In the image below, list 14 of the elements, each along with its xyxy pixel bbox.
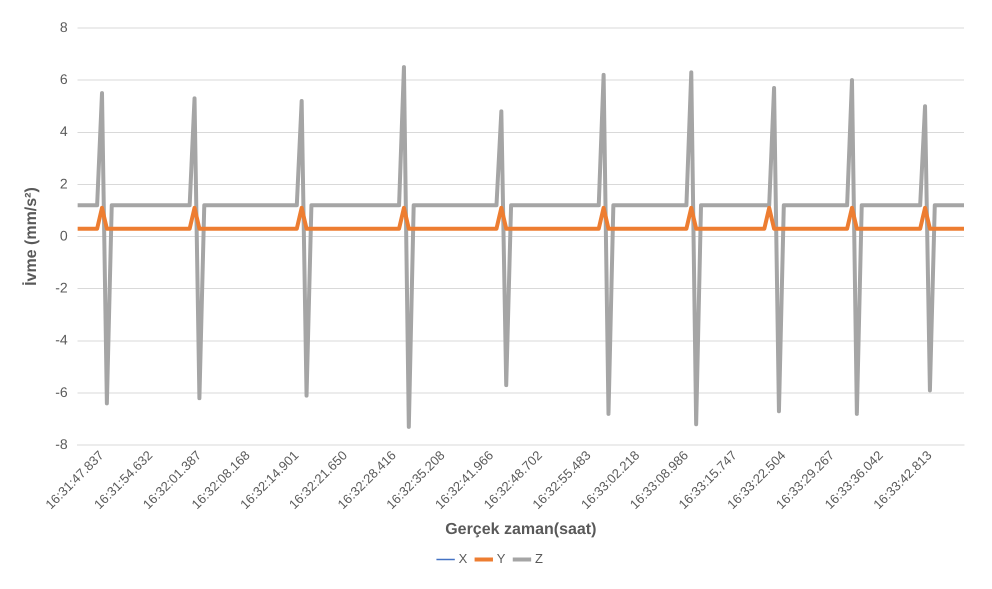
y-tick-label: -8 (55, 436, 68, 452)
legend-label: Y (496, 551, 506, 566)
legend-label: Z (534, 551, 543, 566)
y-tick-label: 2 (60, 175, 68, 192)
y-tick-label: 6 (60, 70, 68, 87)
y-tick-label: 0 (60, 227, 68, 244)
y-tick-label: -4 (55, 332, 68, 348)
y-tick-label: 8 (60, 18, 68, 35)
y-axis-title: İvme (mm/s²) (22, 187, 40, 286)
y-tick-label: -6 (55, 384, 68, 400)
x-axis-title: Gerçek zaman(saat) (445, 520, 596, 538)
y-tick-label: -2 (55, 280, 68, 296)
legend-label: X (458, 551, 468, 566)
y-tick-label: 4 (60, 123, 68, 140)
